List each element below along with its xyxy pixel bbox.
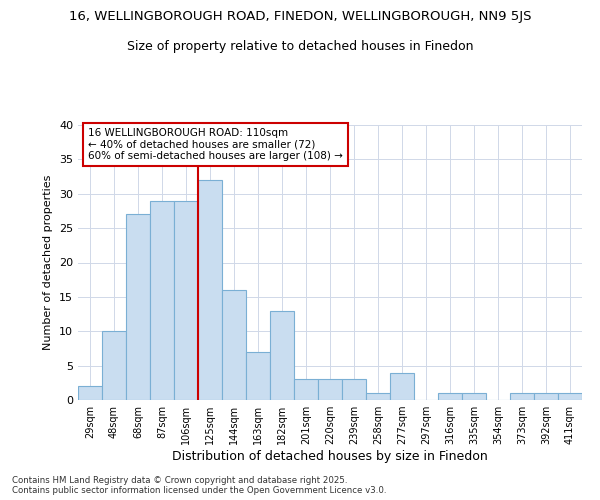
Bar: [438, 393, 462, 400]
Text: 16, WELLINGBOROUGH ROAD, FINEDON, WELLINGBOROUGH, NN9 5JS: 16, WELLINGBOROUGH ROAD, FINEDON, WELLIN…: [69, 10, 531, 23]
Bar: [102, 331, 126, 400]
Text: Contains HM Land Registry data © Crown copyright and database right 2025.
Contai: Contains HM Land Registry data © Crown c…: [12, 476, 386, 495]
Bar: [318, 380, 342, 400]
Bar: [294, 380, 318, 400]
Bar: [78, 386, 102, 400]
Bar: [270, 310, 294, 400]
Bar: [534, 393, 558, 400]
X-axis label: Distribution of detached houses by size in Finedon: Distribution of detached houses by size …: [172, 450, 488, 463]
Bar: [150, 200, 174, 400]
Bar: [462, 393, 486, 400]
Bar: [558, 393, 582, 400]
Bar: [198, 180, 222, 400]
Bar: [366, 393, 390, 400]
Bar: [246, 352, 270, 400]
Text: 16 WELLINGBOROUGH ROAD: 110sqm
← 40% of detached houses are smaller (72)
60% of : 16 WELLINGBOROUGH ROAD: 110sqm ← 40% of …: [88, 128, 343, 161]
Bar: [174, 200, 198, 400]
Bar: [222, 290, 246, 400]
Bar: [342, 380, 366, 400]
Bar: [390, 372, 414, 400]
Text: Size of property relative to detached houses in Finedon: Size of property relative to detached ho…: [127, 40, 473, 53]
Y-axis label: Number of detached properties: Number of detached properties: [43, 175, 53, 350]
Bar: [126, 214, 150, 400]
Bar: [510, 393, 534, 400]
